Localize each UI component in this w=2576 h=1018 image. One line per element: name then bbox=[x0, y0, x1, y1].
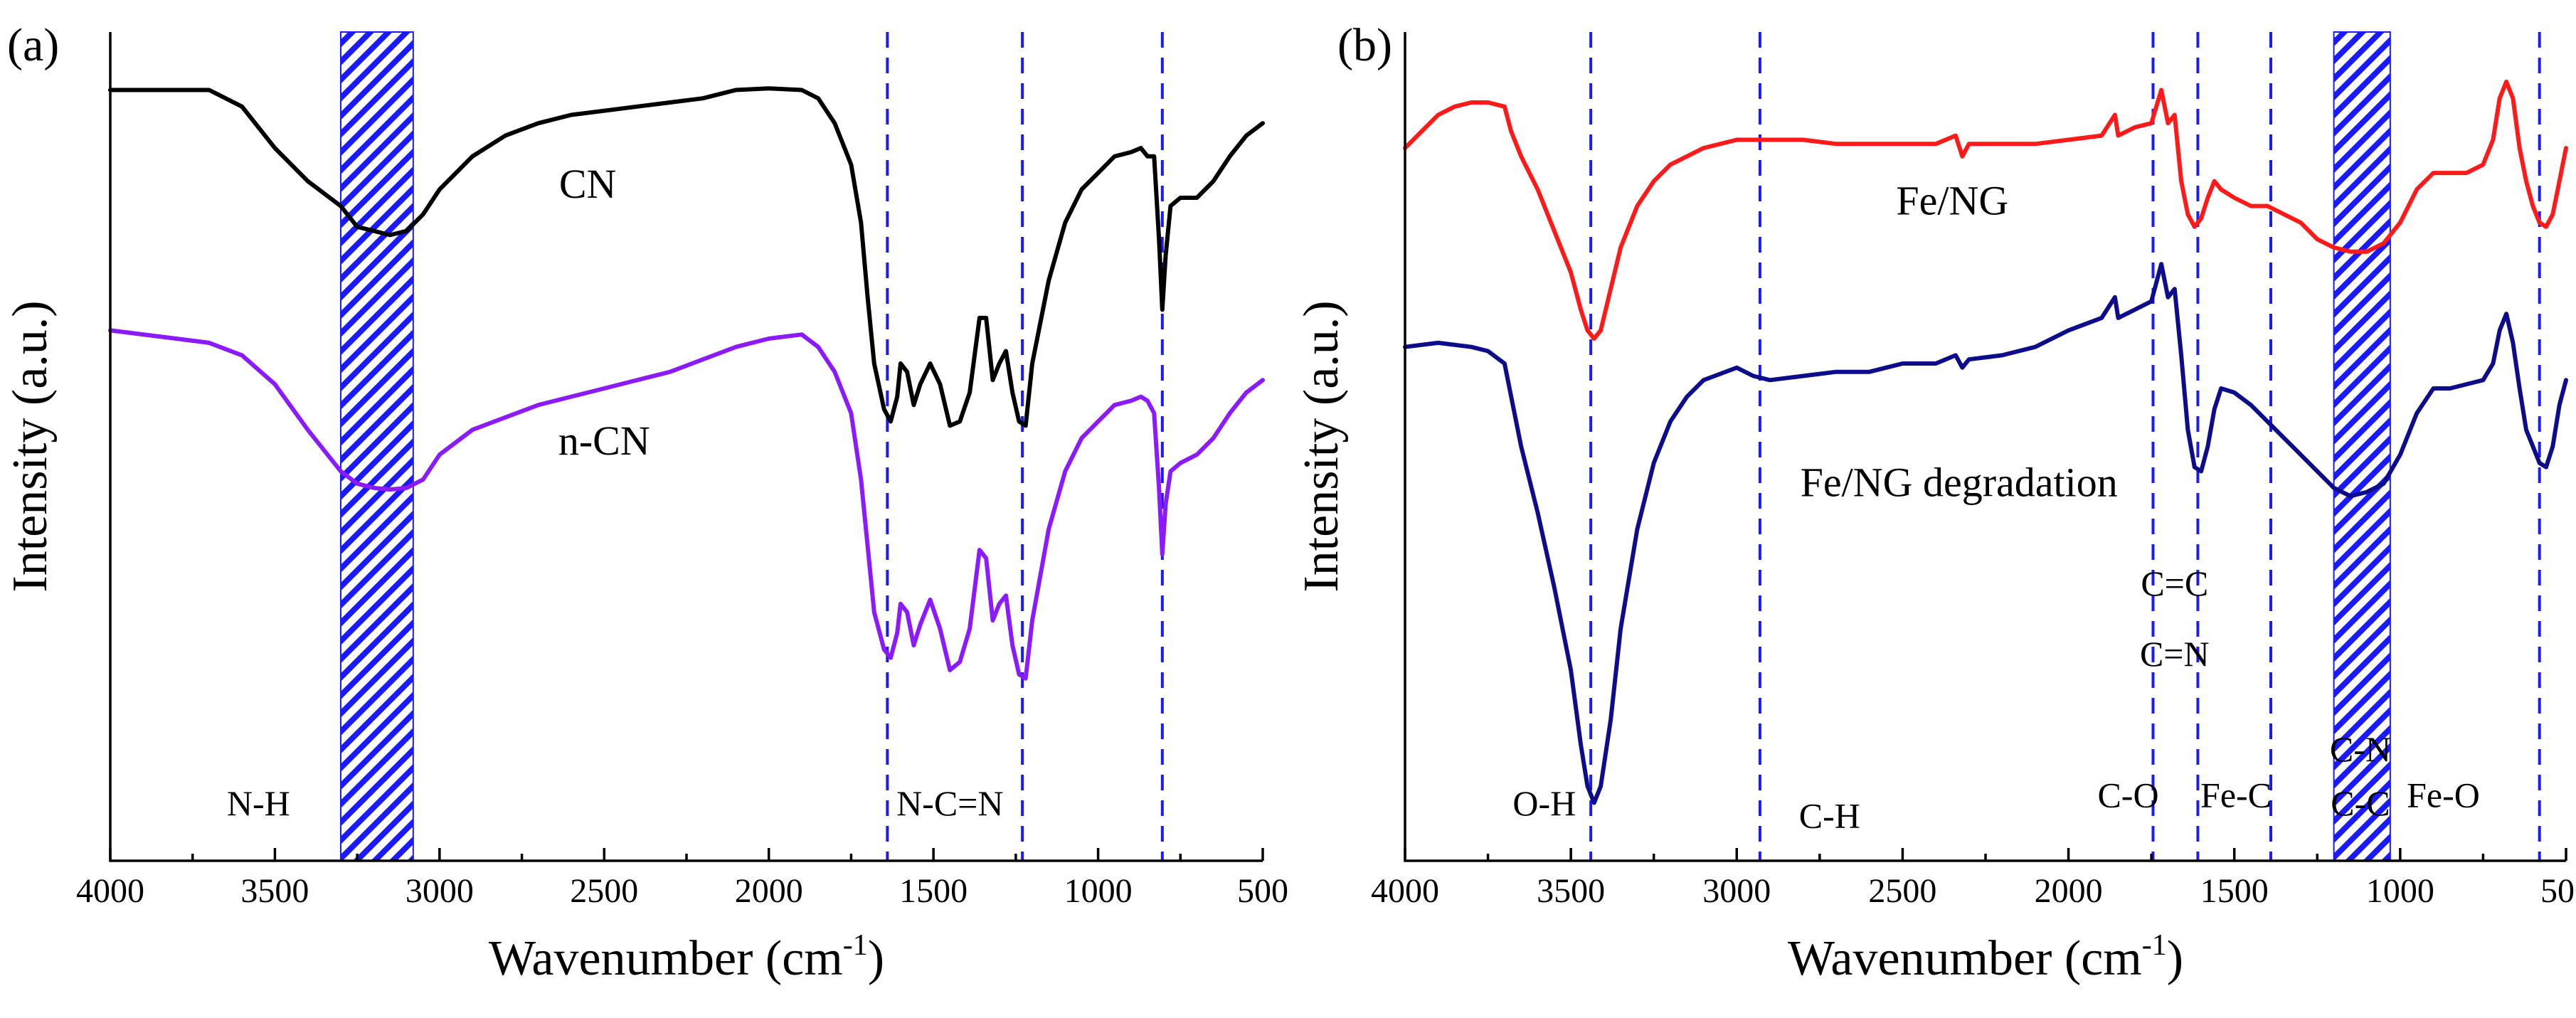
x-tick-label: 2000 bbox=[735, 872, 803, 910]
x-tick-label: 3500 bbox=[1537, 872, 1605, 910]
annotation-label: Fe-C bbox=[2200, 775, 2272, 815]
x-tick-label: 2000 bbox=[2035, 872, 2103, 910]
annotation-label: C-H bbox=[1799, 795, 1860, 835]
panel-a: CN n-CN N-H N-C=N 4000 3500 3000 2500 2000 1500 10… bbox=[3, 19, 1288, 986]
x-axis-title-close: ) bbox=[2167, 931, 2183, 986]
panel-label: (a) bbox=[7, 19, 59, 71]
x-tick-label: 1000 bbox=[2366, 872, 2434, 910]
x-tick-label: 500 bbox=[1237, 872, 1288, 910]
y-axis-title: Intensity (a.u.) bbox=[3, 300, 58, 592]
annotation-label: Fe-O bbox=[2407, 775, 2480, 815]
x-axis-title-sup: -1 bbox=[2142, 929, 2167, 962]
x-tick-label: 4000 bbox=[76, 872, 144, 910]
panel-b: Fe/NG Fe/NG degradation O-H C-H C-O Fe-C C=C C=… bbox=[1294, 19, 2576, 986]
series-label: Fe/NG bbox=[1896, 177, 2008, 223]
series-label: n-CN bbox=[558, 418, 650, 464]
y-axis-title: Intensity (a.u.) bbox=[1294, 300, 1349, 592]
x-tick-label: 1500 bbox=[899, 872, 968, 910]
x-axis-title-main: Wavenumber (cm bbox=[489, 931, 843, 986]
x-tick-label: 3000 bbox=[1702, 872, 1771, 910]
annotation-label: N-H bbox=[227, 783, 290, 823]
x-tick-label: 1500 bbox=[2200, 872, 2269, 910]
shaded-band bbox=[2333, 31, 2391, 861]
x-axis-title-close: ) bbox=[868, 931, 884, 986]
series-label: CN bbox=[559, 161, 617, 207]
annotation-label: N-C=N bbox=[896, 783, 1003, 823]
x-tick-label: 3500 bbox=[240, 872, 309, 910]
x-tick-label: 2500 bbox=[570, 872, 638, 910]
series-line-fe-ng-degradation bbox=[1403, 262, 2568, 805]
annotation-label: C-O bbox=[2097, 775, 2158, 815]
x-tick-label: 1000 bbox=[1064, 872, 1133, 910]
x-tick-label: 3000 bbox=[406, 872, 474, 910]
x-axis-title: Wavenumber (cm-1) bbox=[489, 929, 884, 986]
annotation-label: C-N bbox=[2330, 729, 2391, 769]
x-axis-title-main: Wavenumber (cm bbox=[1788, 931, 2142, 986]
x-tick-label: 500 bbox=[2540, 872, 2576, 910]
series-line-cn bbox=[108, 86, 1265, 428]
annotation-label: C=N bbox=[2140, 634, 2210, 674]
panel-label: (b) bbox=[1337, 19, 1392, 71]
annotation-label: O-H bbox=[1512, 783, 1576, 823]
annotation-label: C=C bbox=[2141, 563, 2208, 603]
annotation-label: C-C bbox=[2331, 783, 2390, 823]
x-tick-label: 2500 bbox=[1868, 872, 1936, 910]
series-line-fe-ng bbox=[1403, 79, 2568, 341]
shaded-band bbox=[340, 31, 414, 861]
series-line-n-cn bbox=[108, 328, 1265, 681]
x-tick-label: 4000 bbox=[1371, 872, 1439, 910]
series-label: Fe/NG degradation bbox=[1801, 459, 2118, 505]
x-axis-title: Wavenumber (cm-1) bbox=[1788, 929, 2183, 986]
x-axis-title-sup: -1 bbox=[843, 929, 868, 962]
